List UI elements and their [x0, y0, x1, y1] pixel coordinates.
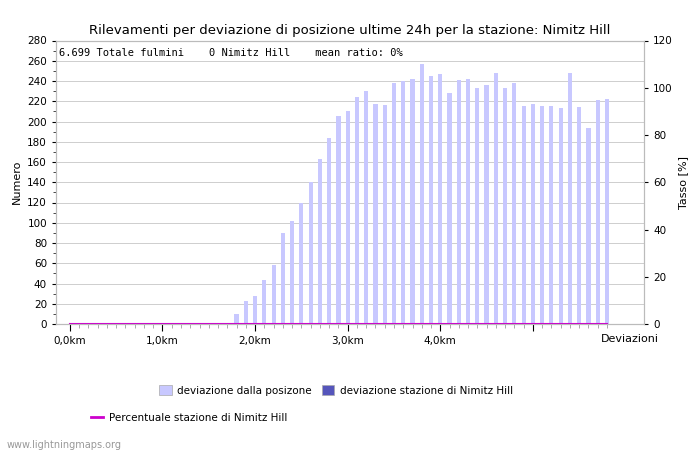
Bar: [364, 91, 368, 324]
Text: www.lightningmaps.org: www.lightningmaps.org: [7, 440, 122, 450]
Bar: [596, 100, 600, 324]
Bar: [438, 74, 442, 324]
Bar: [550, 106, 554, 324]
Bar: [300, 202, 304, 324]
Legend: Percentuale stazione di Nimitz Hill: Percentuale stazione di Nimitz Hill: [87, 409, 291, 427]
Bar: [531, 104, 535, 324]
Bar: [244, 301, 248, 324]
Bar: [160, 323, 164, 324]
Bar: [503, 88, 507, 324]
Y-axis label: Numero: Numero: [12, 160, 22, 204]
Bar: [429, 76, 433, 324]
Percentuale stazione di Nimitz Hill: [204, 321, 213, 327]
Text: Deviazioni: Deviazioni: [601, 334, 659, 344]
Bar: [559, 108, 563, 324]
Bar: [383, 105, 387, 324]
Percentuale stazione di Nimitz Hill: [84, 321, 92, 327]
Legend: deviazione dalla posizone, deviazione stazione di Nimitz Hill: deviazione dalla posizone, deviazione st…: [155, 381, 517, 400]
Percentuale stazione di Nimitz Hill: [149, 321, 158, 327]
Bar: [540, 106, 544, 324]
Bar: [475, 88, 480, 324]
Bar: [410, 79, 414, 324]
Bar: [318, 159, 322, 324]
Bar: [355, 97, 359, 324]
Bar: [568, 73, 572, 324]
Title: Rilevamenti per deviazione di posizione ultime 24h per la stazione: Nimitz Hill: Rilevamenti per deviazione di posizione …: [90, 23, 610, 36]
Bar: [466, 79, 470, 324]
Bar: [346, 112, 350, 324]
Y-axis label: Tasso [%]: Tasso [%]: [678, 156, 688, 209]
Bar: [392, 83, 396, 324]
Bar: [327, 138, 331, 324]
Bar: [290, 220, 294, 324]
Bar: [447, 93, 452, 324]
Bar: [253, 296, 257, 324]
Bar: [522, 106, 526, 324]
Bar: [577, 107, 581, 324]
Percentuale stazione di Nimitz Hill: [66, 321, 74, 327]
Bar: [336, 117, 340, 324]
Percentuale stazione di Nimitz Hill: [121, 321, 130, 327]
Bar: [281, 233, 285, 324]
Bar: [309, 182, 313, 324]
Bar: [401, 81, 405, 324]
Percentuale stazione di Nimitz Hill: [603, 321, 611, 327]
Bar: [494, 73, 498, 324]
Bar: [373, 104, 377, 324]
Percentuale stazione di Nimitz Hill: [344, 321, 352, 327]
Bar: [169, 323, 174, 324]
Bar: [456, 80, 461, 324]
Bar: [587, 128, 591, 324]
Bar: [605, 99, 609, 324]
Percentuale stazione di Nimitz Hill: [454, 321, 463, 327]
Bar: [234, 314, 239, 324]
Bar: [420, 64, 424, 324]
Text: 6.699 Totale fulmini    0 Nimitz Hill    mean ratio: 0%: 6.699 Totale fulmini 0 Nimitz Hill mean …: [59, 48, 402, 58]
Bar: [262, 280, 267, 324]
Bar: [512, 83, 517, 324]
Bar: [272, 265, 276, 324]
Bar: [484, 85, 489, 324]
